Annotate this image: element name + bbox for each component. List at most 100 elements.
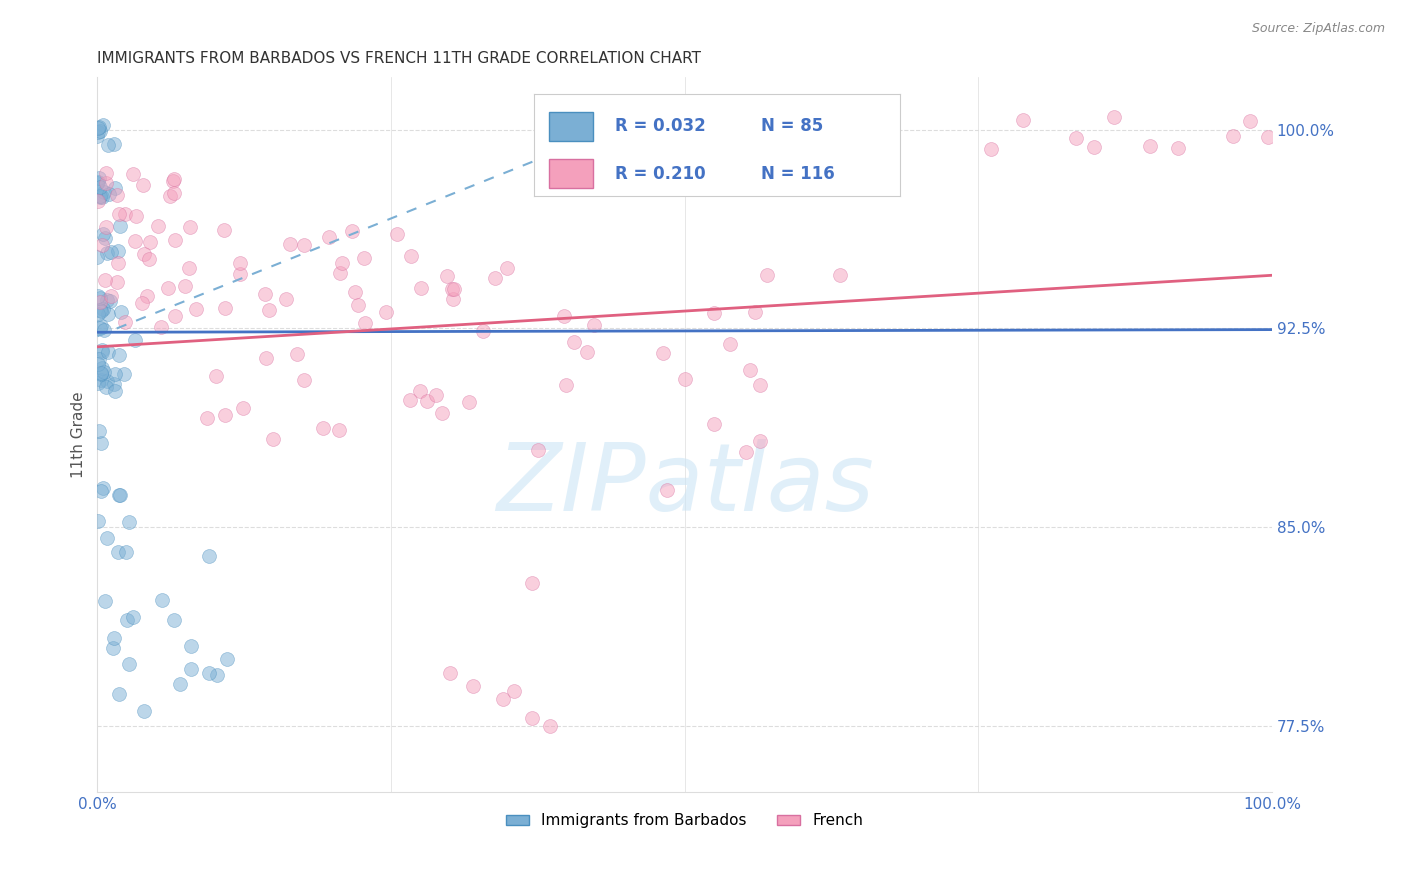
Point bbox=[1012, 113, 1035, 128]
Point bbox=[87, 171, 110, 186]
Point bbox=[86, 176, 108, 190]
Point bbox=[107, 545, 129, 559]
Point bbox=[103, 631, 125, 645]
Point bbox=[87, 289, 110, 303]
Point bbox=[114, 315, 136, 329]
Point bbox=[329, 266, 352, 280]
Point bbox=[134, 704, 156, 718]
Point bbox=[457, 395, 479, 409]
Point bbox=[205, 668, 228, 682]
Point bbox=[107, 244, 129, 258]
Point bbox=[553, 310, 575, 324]
Point bbox=[254, 287, 277, 301]
Point bbox=[409, 281, 432, 295]
Point bbox=[180, 662, 202, 676]
Point bbox=[436, 269, 458, 284]
Legend: Immigrants from Barbados, French: Immigrants from Barbados, French bbox=[501, 807, 869, 834]
Point bbox=[484, 271, 506, 285]
Point bbox=[94, 231, 117, 245]
Point bbox=[87, 424, 110, 438]
Text: R = 0.032: R = 0.032 bbox=[614, 118, 706, 136]
Point bbox=[104, 384, 127, 399]
Point bbox=[254, 351, 277, 365]
Point bbox=[163, 613, 186, 627]
Point bbox=[292, 237, 315, 252]
Point bbox=[118, 515, 141, 529]
Point bbox=[177, 261, 200, 276]
Point bbox=[132, 247, 155, 261]
Point bbox=[107, 488, 129, 502]
Point bbox=[107, 347, 129, 361]
Point bbox=[98, 186, 121, 201]
Point bbox=[385, 227, 408, 241]
Point bbox=[285, 347, 308, 361]
Point bbox=[280, 237, 302, 252]
Point bbox=[89, 294, 111, 309]
Point bbox=[703, 417, 725, 432]
Point bbox=[103, 136, 125, 151]
Point bbox=[90, 189, 112, 203]
Point bbox=[100, 244, 122, 259]
Point bbox=[564, 334, 586, 349]
Point bbox=[198, 665, 221, 680]
Point bbox=[328, 423, 350, 437]
Point bbox=[212, 223, 235, 237]
Point bbox=[87, 175, 110, 189]
Point bbox=[91, 118, 114, 132]
Point bbox=[652, 346, 675, 360]
Point bbox=[655, 483, 678, 497]
Point bbox=[520, 711, 543, 725]
Point bbox=[96, 531, 118, 545]
Point bbox=[87, 125, 110, 139]
Point bbox=[163, 172, 186, 186]
Point bbox=[115, 613, 138, 627]
Point bbox=[89, 190, 111, 204]
Point bbox=[94, 176, 117, 190]
Point bbox=[114, 207, 136, 221]
Point bbox=[86, 376, 108, 390]
Point bbox=[163, 186, 186, 200]
Text: IMMIGRANTS FROM BARBADOS VS FRENCH 11TH GRADE CORRELATION CHART: IMMIGRANTS FROM BARBADOS VS FRENCH 11TH … bbox=[97, 51, 702, 66]
Point bbox=[214, 409, 236, 423]
Point bbox=[503, 684, 526, 698]
Point bbox=[443, 292, 465, 306]
Point bbox=[344, 285, 367, 300]
Point bbox=[89, 321, 111, 335]
Point bbox=[375, 305, 398, 319]
Point bbox=[90, 373, 112, 387]
Point bbox=[124, 234, 146, 248]
Point bbox=[101, 640, 124, 655]
Point bbox=[703, 306, 725, 320]
Point bbox=[162, 173, 184, 187]
Point bbox=[96, 166, 118, 180]
Point bbox=[131, 296, 153, 310]
Point bbox=[491, 692, 513, 706]
Point bbox=[430, 406, 453, 420]
Point bbox=[108, 488, 131, 502]
Point bbox=[87, 352, 110, 367]
Point bbox=[121, 167, 143, 181]
Point bbox=[186, 301, 208, 316]
Point bbox=[150, 593, 173, 607]
FancyBboxPatch shape bbox=[548, 160, 593, 188]
Point bbox=[98, 293, 121, 308]
Point bbox=[91, 227, 114, 242]
Point bbox=[90, 435, 112, 450]
Point bbox=[90, 484, 112, 499]
Point bbox=[409, 384, 432, 399]
Point bbox=[93, 185, 115, 199]
Point bbox=[97, 137, 120, 152]
Point bbox=[353, 316, 375, 330]
Point bbox=[149, 320, 172, 334]
Point bbox=[215, 652, 238, 666]
Point bbox=[96, 374, 118, 388]
Point bbox=[108, 207, 131, 221]
Point bbox=[738, 363, 761, 377]
Point bbox=[105, 188, 128, 202]
Point bbox=[353, 251, 375, 265]
Point bbox=[1102, 110, 1125, 124]
Point bbox=[347, 298, 370, 312]
Point bbox=[125, 209, 148, 223]
Point bbox=[980, 142, 1002, 156]
Point bbox=[86, 120, 108, 135]
